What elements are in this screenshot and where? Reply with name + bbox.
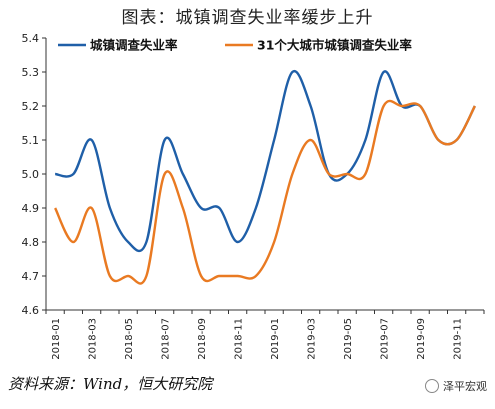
x-tick-label: 2018-03 [88, 318, 99, 360]
series-line-2 [54, 99, 476, 285]
source-note: 资料来源：Wind，恒大研究院 [8, 375, 213, 393]
y-tick-label: 5.2 [22, 100, 40, 113]
chart-title: 图表：城镇调查失业率缓步上升 [121, 8, 374, 28]
legend-label-2: 31个大城市城镇调查失业率 [257, 38, 412, 53]
series-line-1 [54, 69, 476, 253]
x-tick-label: 2019-07 [380, 318, 391, 360]
x-tick-label: 2019-05 [343, 318, 354, 360]
x-tick-label: 2019-11 [453, 318, 464, 360]
x-tick-label: 2019-03 [307, 318, 318, 360]
y-tick-label: 4.6 [22, 304, 40, 317]
y-tick-label: 4.7 [22, 270, 40, 283]
x-tick-label: 2018-07 [161, 318, 172, 360]
legend-label-1: 城镇调查失业率 [90, 38, 178, 53]
watermark-text: 泽平宏观 [443, 380, 487, 393]
x-tick-label: 2019-09 [416, 318, 427, 360]
x-tick-label: 2019-01 [270, 318, 281, 360]
y-tick-label: 4.8 [22, 236, 40, 249]
y-tick-label: 5.3 [22, 66, 40, 79]
y-tick-label: 5.4 [22, 32, 40, 45]
watermark: 泽平宏观 [425, 378, 487, 394]
y-tick-label: 5.1 [22, 134, 40, 147]
y-tick-label: 4.9 [22, 202, 40, 215]
wechat-logo-icon [425, 379, 439, 393]
x-tick-label: 2018-01 [51, 318, 62, 360]
x-tick-label: 2018-09 [197, 318, 208, 360]
x-tick-label: 2018-05 [124, 318, 135, 360]
y-tick-label: 5.0 [22, 168, 40, 181]
x-tick-label: 2018-11 [234, 318, 245, 360]
